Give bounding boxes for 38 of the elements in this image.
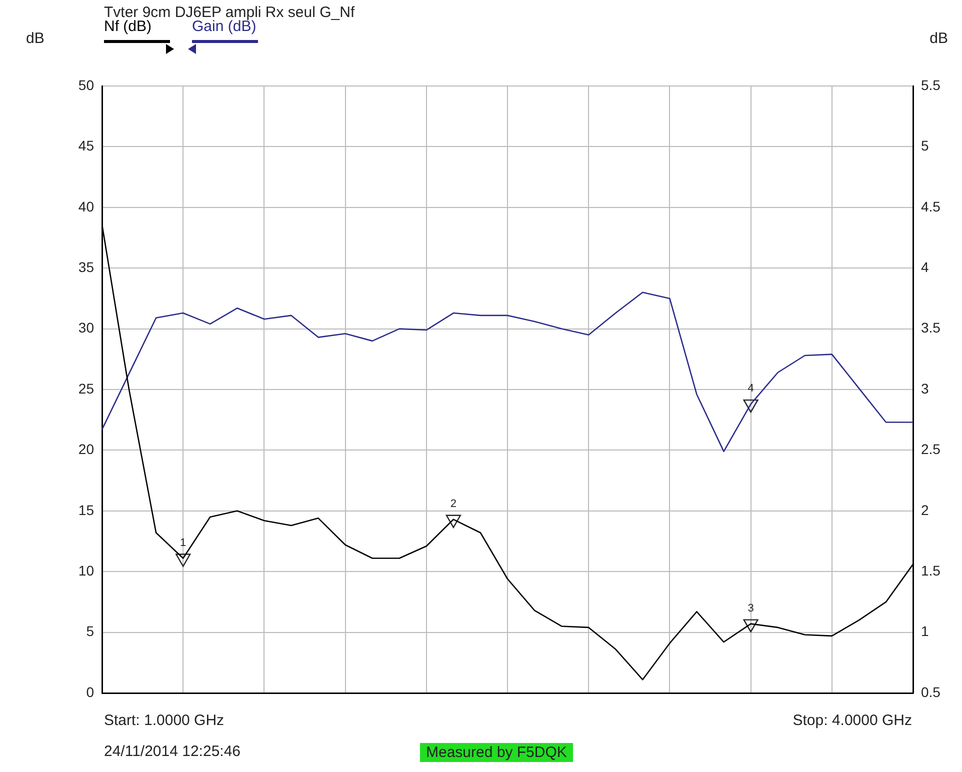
y2-tick-label: 1.5 [921,562,941,578]
text: Nf (dB) [104,18,152,35]
chart-title: Tvter 9cm DJ6EP ampli Rx seul G_Nf [104,4,355,21]
annotation: 4 [748,382,754,395]
y-axis-title: dB [26,30,44,47]
y-tick-label: 50 [78,76,94,93]
y2-tick-label: 1 [921,623,929,640]
text: Gain (dB) [192,18,256,35]
point [743,619,758,632]
y-tick-label: 40 [78,198,94,214]
y2-tick-label: 2 [921,502,929,518]
y2-axis-title: dB [930,30,948,47]
y-tick-label: 35 [78,258,94,275]
text: Measured by F5DQK [420,743,573,762]
y-tick-label: 15 [78,502,94,518]
point [176,554,191,567]
y2-tick-label: 2.5 [921,441,941,458]
y2-tick-label: 5 [921,138,929,154]
y-tick-label: 5 [86,623,94,640]
y2-tick-label: 4.5 [921,198,941,214]
text: Stop: 4.0000 GHz [792,712,912,729]
text: Start: 1.0000 GHz [104,712,224,729]
point [446,514,461,528]
annotation: 1 [180,536,186,549]
y-tick-label: 0 [86,684,94,700]
annotation: 2 [450,498,456,510]
y-tick-label: 10 [78,562,94,578]
annotation: 3 [748,602,754,614]
text: 24/11/2014 12:25:46 [104,743,241,760]
y2-tick-label: 0.5 [921,684,941,700]
y2-tick-label: 3 [921,380,929,396]
y2-tick-label: 4 [921,258,929,275]
y-tick-label: 45 [78,138,94,154]
y2-tick-label: 3.5 [921,320,941,336]
y-tick-label: 20 [78,441,94,458]
y2-tick-label: 5.5 [921,76,941,93]
y-tick-label: 25 [78,380,94,396]
y-tick-label: 30 [78,320,94,336]
